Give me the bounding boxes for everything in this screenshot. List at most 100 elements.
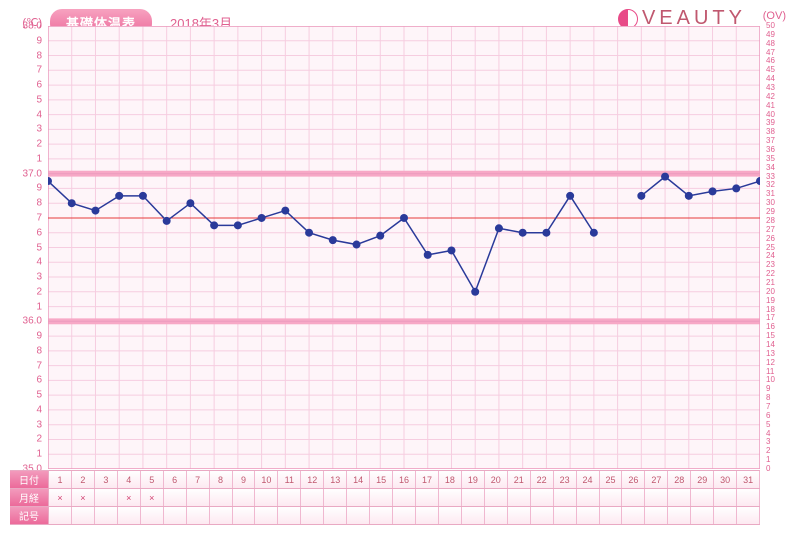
y-left-tick: 3 [36, 124, 42, 135]
symbol-cell [164, 507, 187, 524]
y-right-tick: 9 [766, 385, 770, 393]
y-left-tick: 4 [36, 404, 42, 415]
menses-cell [416, 489, 439, 506]
y-left-tick: 9 [36, 183, 42, 194]
symbol-cell [141, 507, 164, 524]
symbol-cell [737, 507, 760, 524]
y-left-tick: 2 [36, 286, 42, 297]
y-left-tick: 1 [36, 449, 42, 460]
y-right-tick: 36 [766, 146, 775, 154]
bbt-chart-container: (℃) 基礎体温表 2018年3月 VEAUTY (OV) 38.0987654… [0, 0, 800, 533]
y-right-tick: 17 [766, 314, 775, 322]
y-left-tick: 3 [36, 272, 42, 283]
y-left-tick: 37.0 [23, 168, 42, 179]
menses-cell [255, 489, 278, 506]
row-menses: 月経 ×××× [10, 488, 760, 506]
y-right-tick: 42 [766, 93, 775, 101]
y-right-tick: 2 [766, 447, 770, 455]
symbol-cell [439, 507, 462, 524]
y-right-tick: 23 [766, 261, 775, 269]
y-left-tick: 7 [36, 65, 42, 76]
symbol-cell [187, 507, 210, 524]
date-cell: 25 [600, 471, 623, 488]
symbol-cell [600, 507, 623, 524]
y-right-tick: 0 [766, 465, 770, 473]
y-right-tick: 10 [766, 376, 775, 384]
y-left-tick: 36.0 [23, 316, 42, 327]
symbol-cell [416, 507, 439, 524]
date-cell: 18 [439, 471, 462, 488]
menses-cell [485, 489, 508, 506]
menses-cell [508, 489, 531, 506]
menses-cell [622, 489, 645, 506]
row-menses-label: 月経 [10, 489, 49, 506]
symbol-cell [508, 507, 531, 524]
menses-cell: × [49, 489, 72, 506]
menses-cell [278, 489, 301, 506]
y-right-tick: 47 [766, 49, 775, 57]
symbol-cell [554, 507, 577, 524]
y-right-tick: 3 [766, 438, 770, 446]
row-symbol: 記号 [10, 506, 760, 525]
y-left-tick: 3 [36, 419, 42, 430]
y-right-tick: 44 [766, 75, 775, 83]
menses-cells: ×××× [49, 489, 760, 506]
y-right-tick: 13 [766, 350, 775, 358]
date-cell: 14 [347, 471, 370, 488]
y-left-tick: 2 [36, 434, 42, 445]
y-right-tick: 8 [766, 394, 770, 402]
y-right-tick: 12 [766, 359, 775, 367]
date-cell: 9 [233, 471, 256, 488]
y-right-tick: 20 [766, 288, 775, 296]
y-right-tick: 33 [766, 173, 775, 181]
y-right-tick: 41 [766, 102, 775, 110]
row-date: 日付 1234567891011121314151617181920212223… [10, 470, 760, 488]
y-right-tick: 28 [766, 217, 775, 225]
date-cell: 19 [462, 471, 485, 488]
menses-cell: × [141, 489, 164, 506]
y-left-tick: 38.0 [23, 21, 42, 32]
menses-cell [210, 489, 233, 506]
y-right-tick: 19 [766, 297, 775, 305]
y-right-tick: 16 [766, 323, 775, 331]
menses-cell [347, 489, 370, 506]
menses-cell [531, 489, 554, 506]
menses-cell [393, 489, 416, 506]
y-left-tick: 5 [36, 94, 42, 105]
y-right-tick: 46 [766, 57, 775, 65]
y-right-tick: 39 [766, 119, 775, 127]
menses-cell [714, 489, 737, 506]
menses-cell: × [118, 489, 141, 506]
y-right-tick: 24 [766, 252, 775, 260]
menses-cell [233, 489, 256, 506]
y-right-tick: 50 [766, 22, 775, 30]
y-left-tick: 7 [36, 360, 42, 371]
menses-cell [95, 489, 118, 506]
y-right-tick: 49 [766, 31, 775, 39]
y-axis-left: 38.098765432137.098765432136.09876543213… [0, 26, 46, 469]
y-right-tick: 21 [766, 279, 775, 287]
y-left-tick: 8 [36, 50, 42, 61]
symbol-cell [691, 507, 714, 524]
date-cell: 7 [187, 471, 210, 488]
date-cell: 13 [324, 471, 347, 488]
y-right-tick: 35 [766, 155, 775, 163]
date-cell: 24 [577, 471, 600, 488]
y-right-tick: 18 [766, 306, 775, 314]
symbol-cell [668, 507, 691, 524]
symbol-cell [462, 507, 485, 524]
y-right-tick: 15 [766, 332, 775, 340]
y-right-tick: 29 [766, 208, 775, 216]
date-cell: 23 [554, 471, 577, 488]
symbol-cells [49, 507, 760, 524]
symbol-cell [49, 507, 72, 524]
symbol-cell [118, 507, 141, 524]
menses-cell [737, 489, 760, 506]
y-right-tick: 45 [766, 66, 775, 74]
y-right-tick: 31 [766, 190, 775, 198]
symbol-cell [210, 507, 233, 524]
y-left-tick: 9 [36, 331, 42, 342]
menses-cell [301, 489, 324, 506]
y-right-tick: 34 [766, 164, 775, 172]
symbol-cell [393, 507, 416, 524]
